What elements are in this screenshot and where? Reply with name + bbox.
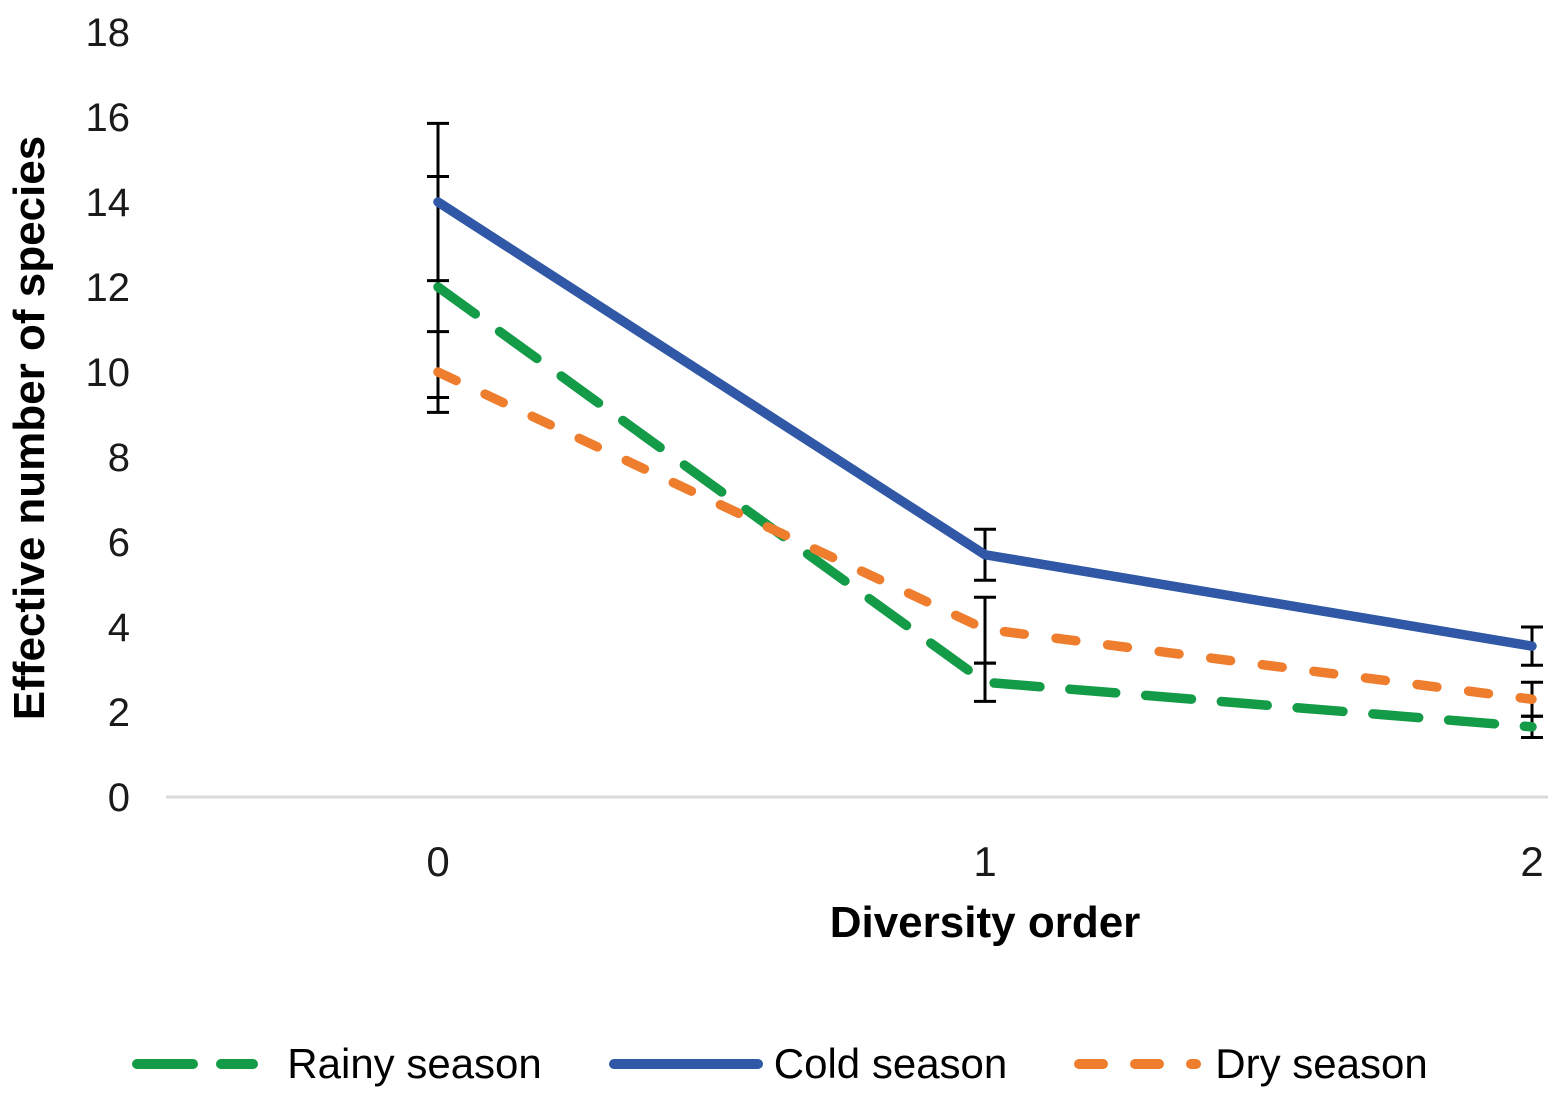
y-tick-label: 10 (86, 351, 131, 395)
y-tick-label: 8 (108, 436, 130, 480)
x-tick-label: 2 (1520, 838, 1543, 885)
dry-season-line-swatch (1074, 1059, 1205, 1069)
y-tick-label: 0 (108, 776, 130, 820)
series-line-cold-season (433, 197, 1537, 651)
y-tick-label: 16 (86, 96, 131, 140)
x-tick-label: 1 (973, 838, 996, 885)
legend-label-rainy-season: Rainy season (287, 1040, 542, 1087)
y-tick-label: 4 (108, 606, 130, 650)
legend-item-dry-season: Dry season (1073, 1040, 1428, 1088)
series-line-rainy-season (433, 282, 1537, 732)
y-axis-title: Effective number of species (5, 135, 54, 721)
y-tick-label: 14 (86, 181, 131, 225)
legend-label-dry-season: Dry season (1215, 1040, 1428, 1087)
y-tick-label: 6 (108, 521, 130, 565)
cold-season-line-swatch (608, 1059, 763, 1069)
rainy-season-line-swatch (132, 1059, 277, 1069)
legend-label-cold-season: Cold season (773, 1040, 1008, 1087)
x-tick-label: 0 (426, 838, 449, 885)
x-axis-title: Diversity order (829, 898, 1141, 947)
y-tick-label: 18 (86, 11, 131, 55)
legend: Rainy season Cold season Dry season (0, 1036, 1559, 1092)
legend-item-rainy-season: Rainy season (131, 1040, 542, 1088)
y-tick-label: 12 (86, 266, 131, 310)
y-tick-label: 2 (108, 691, 130, 735)
legend-item-cold-season: Cold season (608, 1040, 1007, 1088)
